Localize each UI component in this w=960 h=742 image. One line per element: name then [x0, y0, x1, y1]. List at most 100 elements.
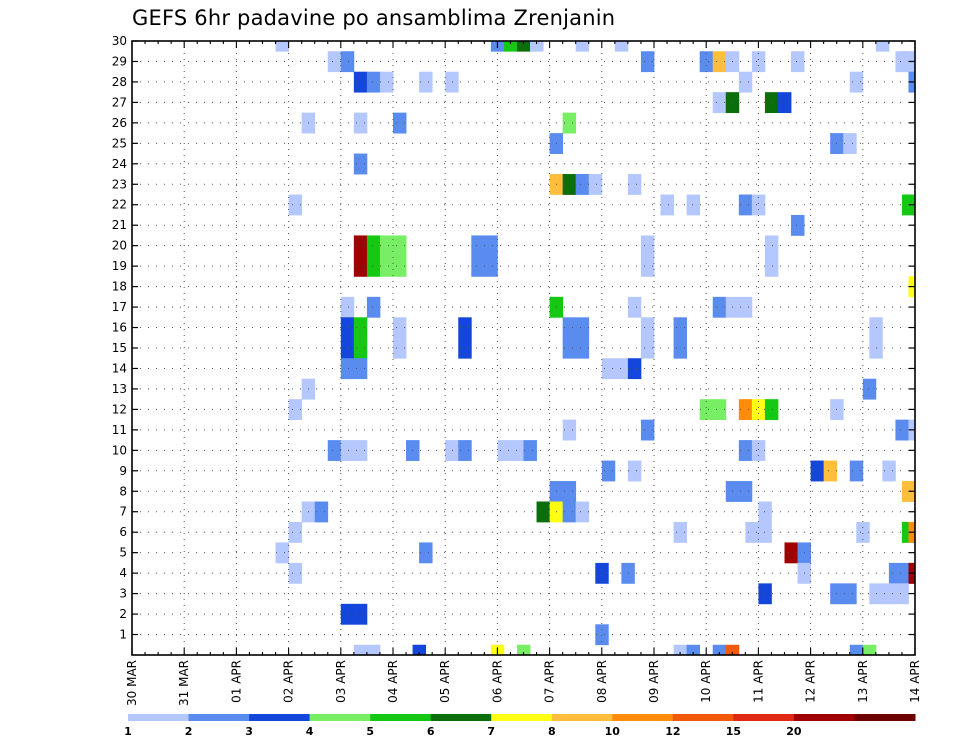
y-tick-label: 19: [112, 259, 127, 273]
ensemble-cell: [366, 235, 381, 257]
ensemble-cell: [595, 562, 609, 584]
ensemble-cell: [393, 337, 407, 359]
y-tick-label: 15: [112, 341, 127, 355]
ensemble-cell: [366, 71, 381, 93]
ensemble-cell: [640, 255, 655, 277]
ensemble-cell: [471, 235, 485, 257]
colorbar-label: 12: [665, 725, 680, 738]
ensemble-cell: [353, 112, 368, 134]
ensemble-cell: [738, 194, 753, 216]
ensemble-cell: [699, 399, 714, 421]
ensemble-cell: [745, 521, 759, 543]
ensemble-cell: [810, 460, 825, 482]
ensemble-cell: [353, 71, 368, 93]
ensemble-cell: [640, 235, 655, 257]
ensemble-cell: [640, 51, 655, 73]
ensemble-cell: [751, 194, 766, 216]
ensemble-cell: [353, 644, 368, 656]
ensemble-cell: [562, 419, 577, 441]
ensemble-cell: [484, 235, 498, 257]
ensemble-cell: [366, 296, 381, 318]
ensemble-cell: [699, 51, 714, 73]
x-tick-label: 31 MAR: [177, 660, 191, 706]
ensemble-cell: [327, 440, 342, 461]
ensemble-cell: [764, 235, 779, 257]
ensemble-cell: [419, 71, 433, 93]
ensemble-cell: [614, 41, 629, 52]
ensemble-cell: [288, 399, 303, 421]
ensemble-cell: [497, 440, 511, 461]
ensemble-cell: [888, 562, 903, 584]
y-axis: 1234567891011121314151617181920212223242…: [112, 34, 915, 642]
x-tick-label: 08 APR: [595, 660, 609, 703]
colorbar-label: 10: [605, 725, 621, 738]
ensemble-cell: [595, 624, 609, 646]
ensemble-cell: [314, 501, 329, 523]
ensemble-cell: [673, 317, 688, 339]
y-tick-label: 21: [112, 218, 127, 232]
ensemble-cell: [614, 358, 629, 380]
ensemble-cell: [275, 41, 289, 52]
ensemble-cell: [777, 92, 792, 114]
ensemble-cell: [419, 542, 433, 564]
ensemble-cell: [686, 194, 701, 216]
x-tick-label: 13 APR: [856, 660, 870, 703]
ensemble-cell: [562, 501, 577, 523]
y-tick-label: 14: [112, 361, 127, 375]
colorbar-swatch: [491, 714, 553, 721]
y-tick-label: 29: [112, 54, 127, 68]
ensemble-cell: [764, 255, 779, 277]
ensemble-cell: [712, 92, 727, 114]
ensemble-cell: [575, 41, 590, 52]
ensemble-cell: [862, 644, 877, 656]
y-tick-label: 23: [112, 177, 127, 191]
ensemble-cell: [823, 460, 838, 482]
colorbar-swatch: [854, 714, 916, 721]
ensemble-cell: [751, 399, 766, 421]
ensemble-cell: [353, 440, 368, 461]
colorbar-label: 15: [726, 725, 741, 738]
y-tick-label: 8: [119, 484, 127, 498]
x-tick-label: 06 APR: [490, 660, 504, 703]
colorbar-label: 6: [427, 725, 435, 738]
ensemble-cell: [484, 255, 498, 277]
ensemble-cell: [673, 521, 688, 543]
ensemble-cell: [458, 317, 472, 339]
x-tick-label: 07 APR: [543, 660, 557, 703]
ensemble-cell: [562, 112, 577, 134]
ensemble-cell: [601, 460, 616, 482]
y-tick-label: 5: [119, 546, 127, 560]
ensemble-cell: [379, 71, 394, 93]
ensemble-cell: [340, 358, 355, 380]
ensemble-cell: [562, 337, 577, 359]
ensemble-cell: [738, 399, 753, 421]
ensemble-cell: [353, 255, 368, 277]
ensemble-cell: [353, 337, 368, 359]
ensemble-cell: [503, 41, 518, 52]
ensemble-cell: [366, 644, 381, 656]
ensemble-cell: [882, 460, 896, 482]
y-tick-label: 30: [112, 34, 127, 48]
colorbar-label: 3: [245, 725, 253, 738]
ensemble-cell: [288, 521, 303, 543]
y-tick-label: 26: [112, 116, 127, 130]
colorbar-swatch: [309, 714, 371, 721]
ensemble-cell: [725, 644, 740, 656]
ensemble-cell: [393, 317, 407, 339]
ensemble-cell: [340, 440, 355, 461]
ensemble-cell: [516, 644, 531, 656]
ensemble-cell: [575, 174, 590, 195]
y-tick-label: 24: [112, 157, 127, 171]
ensemble-cell: [327, 51, 342, 73]
ensemble-cell: [764, 399, 779, 421]
ensemble-cell: [601, 358, 616, 380]
ensemble-cell: [562, 481, 577, 502]
colorbar-label: 1: [124, 725, 132, 738]
ensemble-cell: [288, 194, 303, 216]
ensemble-cell: [791, 51, 805, 73]
y-tick-label: 22: [112, 198, 127, 212]
ensemble-cell: [738, 440, 753, 461]
colorbar-swatch: [188, 714, 250, 721]
y-tick-label: 20: [112, 239, 127, 253]
ensemble-cell: [751, 440, 766, 461]
